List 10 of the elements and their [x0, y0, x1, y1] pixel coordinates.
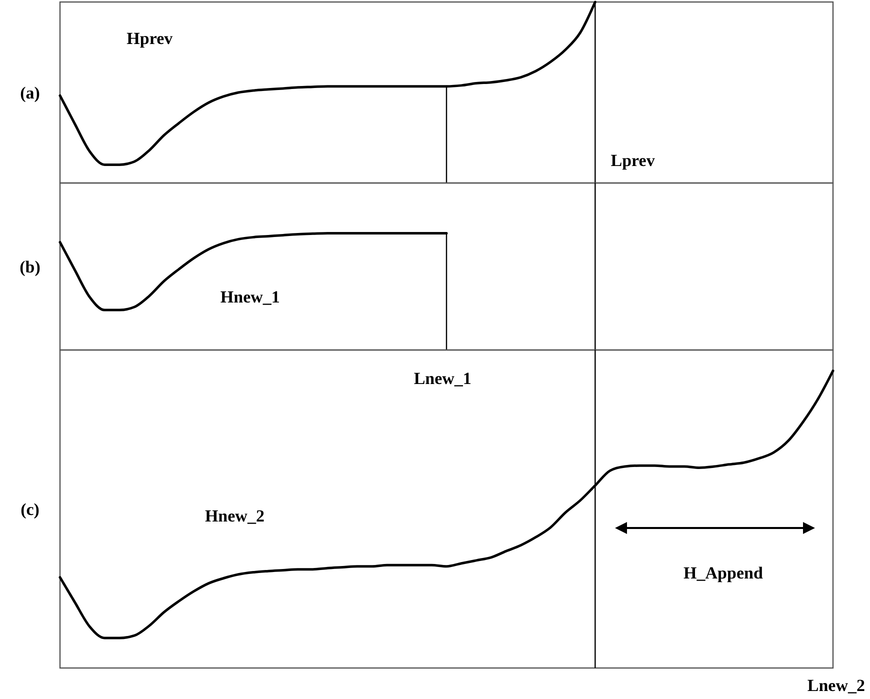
annotation: Lnew_1 — [414, 369, 472, 388]
text: (a) — [20, 84, 40, 102]
annotation: Hnew_2 — [204, 506, 264, 526]
annotation: Lprev — [610, 151, 656, 170]
annotation: Hprev — [126, 29, 174, 48]
text: (b) — [20, 258, 40, 276]
x-axis-title: Lnew_2 — [807, 676, 865, 695]
text: (c) — [20, 500, 40, 519]
annotation: H_Append — [684, 564, 764, 583]
annotation: Hnew_1 — [220, 288, 280, 307]
